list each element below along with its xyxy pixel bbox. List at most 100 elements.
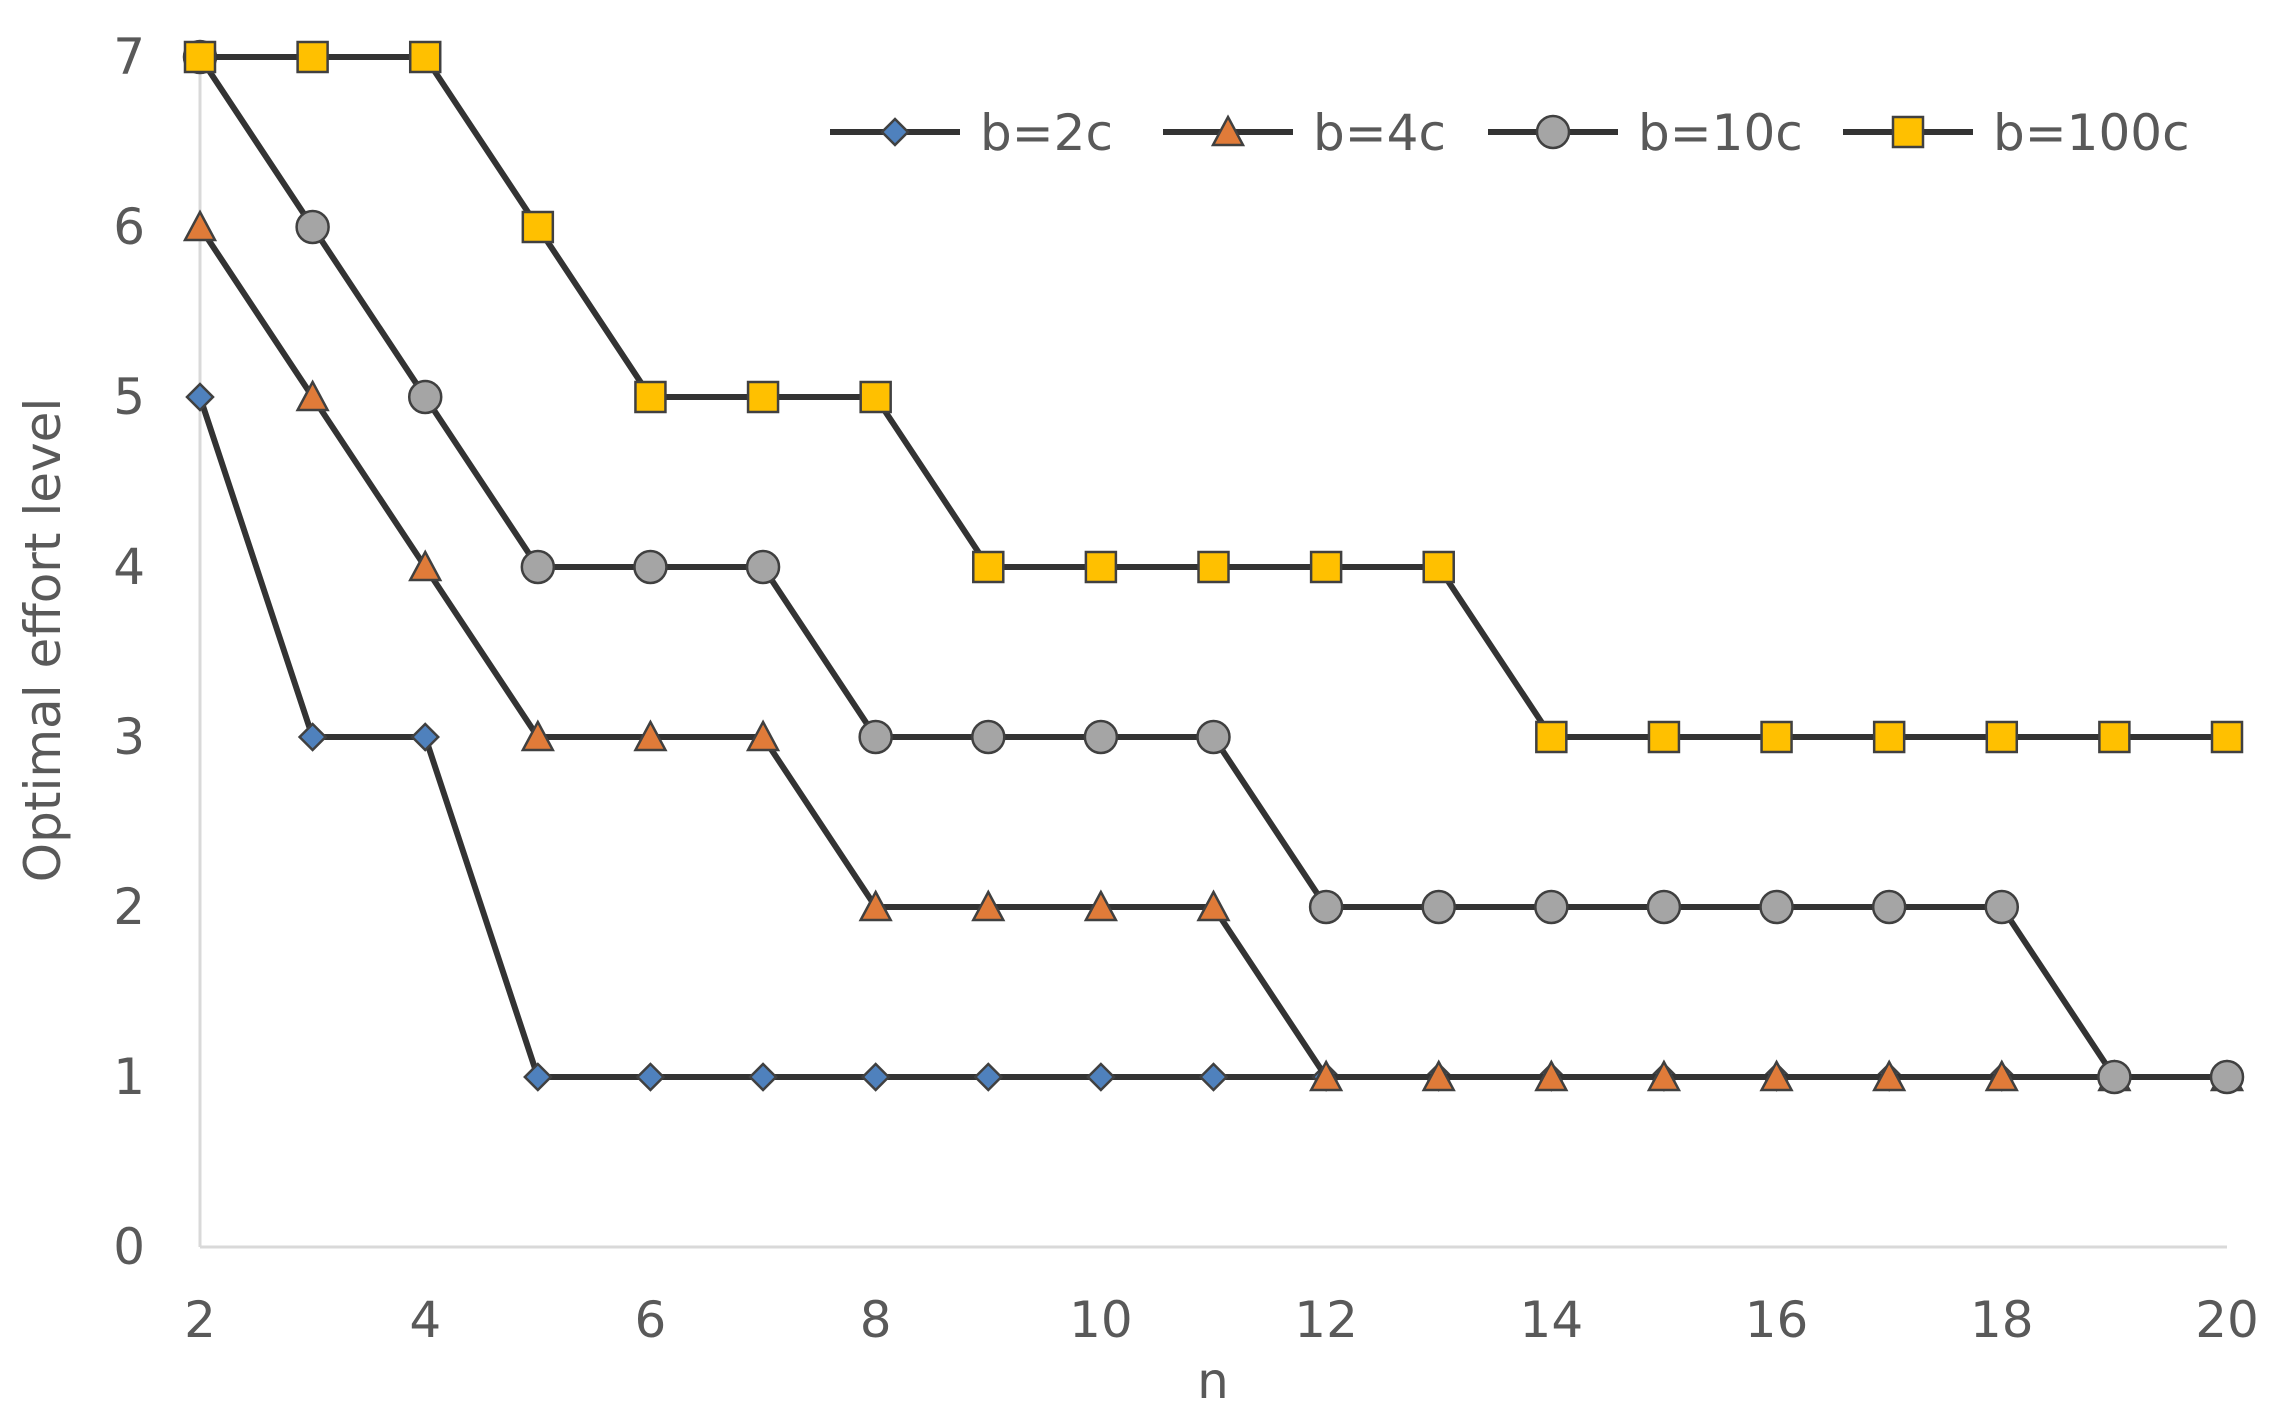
y-axis-title: Optimal effort level: [14, 398, 72, 882]
data-point: [1422, 550, 1455, 584]
data-point: [295, 379, 330, 412]
legend-marker: [1891, 115, 1925, 149]
data-point: [297, 722, 328, 752]
x-tick-label: 6: [635, 1291, 667, 1349]
x-tick-label: 12: [1294, 1291, 1358, 1349]
y-tick-label: 1: [113, 1048, 145, 1106]
x-tick-label: 14: [1520, 1291, 1584, 1349]
legend: b=2c b=4c b=10c b=100c: [830, 104, 2190, 162]
data-point: [971, 889, 1006, 922]
data-point: [973, 1062, 1004, 1092]
data-point: [1421, 889, 1456, 925]
legend-marker: [1210, 114, 1246, 147]
data-point: [971, 719, 1006, 755]
data-point: [1534, 889, 1569, 925]
legend-label: b=100c: [1993, 104, 2190, 162]
series-line: [197, 225, 2227, 1080]
data-point: [748, 1062, 778, 1092]
data-point: [633, 719, 668, 752]
data-point: [1872, 720, 1906, 754]
data-point: [1647, 720, 1681, 754]
x-tick-label: 8: [860, 1291, 892, 1349]
data-point: [408, 549, 443, 582]
data-point: [1083, 889, 1118, 922]
x-axis-title: n: [1197, 1352, 1229, 1410]
data-point: [1984, 1059, 2019, 1092]
series-b-100c: [183, 40, 2244, 754]
y-tick-label: 5: [113, 368, 145, 426]
data-point: [410, 722, 440, 752]
data-point: [295, 209, 330, 245]
y-tick-label: 2: [113, 878, 145, 936]
data-point: [185, 382, 215, 412]
y-tick-label: 3: [113, 708, 145, 766]
data-point: [1308, 889, 1344, 925]
x-tick-label: 10: [1069, 1291, 1133, 1349]
y-tick-label: 4: [113, 538, 145, 596]
y-tick-label: 6: [113, 198, 145, 256]
data-point: [521, 210, 555, 244]
data-point: [858, 719, 893, 755]
data-point: [635, 1062, 666, 1092]
series-group: [182, 39, 2245, 1095]
data-point: [183, 40, 217, 74]
data-point: [972, 550, 1005, 584]
data-point: [859, 380, 892, 414]
data-point: [1198, 1062, 1229, 1092]
data-point: [1759, 889, 1794, 925]
data-point: [1197, 550, 1230, 584]
legend-marker: [1535, 114, 1571, 150]
data-point: [296, 40, 329, 74]
legend-item: b=4c: [1163, 104, 1446, 162]
y-tick-label: 0: [113, 1218, 145, 1276]
legend-item: b=10c: [1488, 104, 1803, 162]
data-point: [858, 889, 893, 922]
data-point: [1309, 1059, 1344, 1092]
legend-label: b=4c: [1313, 104, 1446, 162]
x-tick-label: 16: [1745, 1291, 1809, 1349]
data-point: [633, 549, 668, 585]
series-b-10c: [182, 39, 2245, 1095]
data-point: [1760, 720, 1793, 754]
data-point: [1534, 1059, 1569, 1092]
data-point: [1196, 889, 1231, 922]
data-point: [1083, 719, 1119, 755]
data-point: [2098, 720, 2131, 754]
legend-label: b=2c: [980, 104, 1113, 162]
data-point: [1985, 720, 2019, 754]
data-point: [1196, 719, 1231, 755]
legend-item: b=100c: [1843, 104, 2190, 162]
data-point: [860, 1062, 891, 1092]
legend-label: b=10c: [1638, 104, 1803, 162]
series-b-4c: [182, 209, 2245, 1092]
data-point: [746, 380, 780, 414]
legend-marker: [880, 117, 910, 147]
x-tick-label: 2: [184, 1291, 216, 1349]
data-point: [1084, 550, 1118, 584]
data-point: [1759, 1059, 1794, 1092]
data-point: [1646, 889, 1682, 925]
data-point: [1086, 1062, 1116, 1092]
x-tick-label: 4: [409, 1291, 441, 1349]
data-point: [1984, 889, 2020, 925]
data-point: [634, 380, 667, 414]
data-point: [407, 379, 443, 415]
data-point: [408, 40, 442, 74]
y-tick-label: 7: [113, 28, 145, 86]
data-point: [182, 209, 218, 242]
x-tick-label: 18: [1970, 1291, 2034, 1349]
data-point: [745, 719, 781, 752]
data-point: [1535, 720, 1568, 754]
data-point: [1871, 889, 1907, 925]
data-point: [1421, 1059, 1456, 1092]
data-point: [520, 719, 555, 752]
x-tick-label: 20: [2195, 1291, 2259, 1349]
series-line: [200, 54, 2227, 740]
data-point: [1872, 1059, 1907, 1092]
data-point: [2210, 720, 2244, 754]
data-point: [523, 1062, 553, 1092]
data-point: [2097, 1059, 2132, 1095]
